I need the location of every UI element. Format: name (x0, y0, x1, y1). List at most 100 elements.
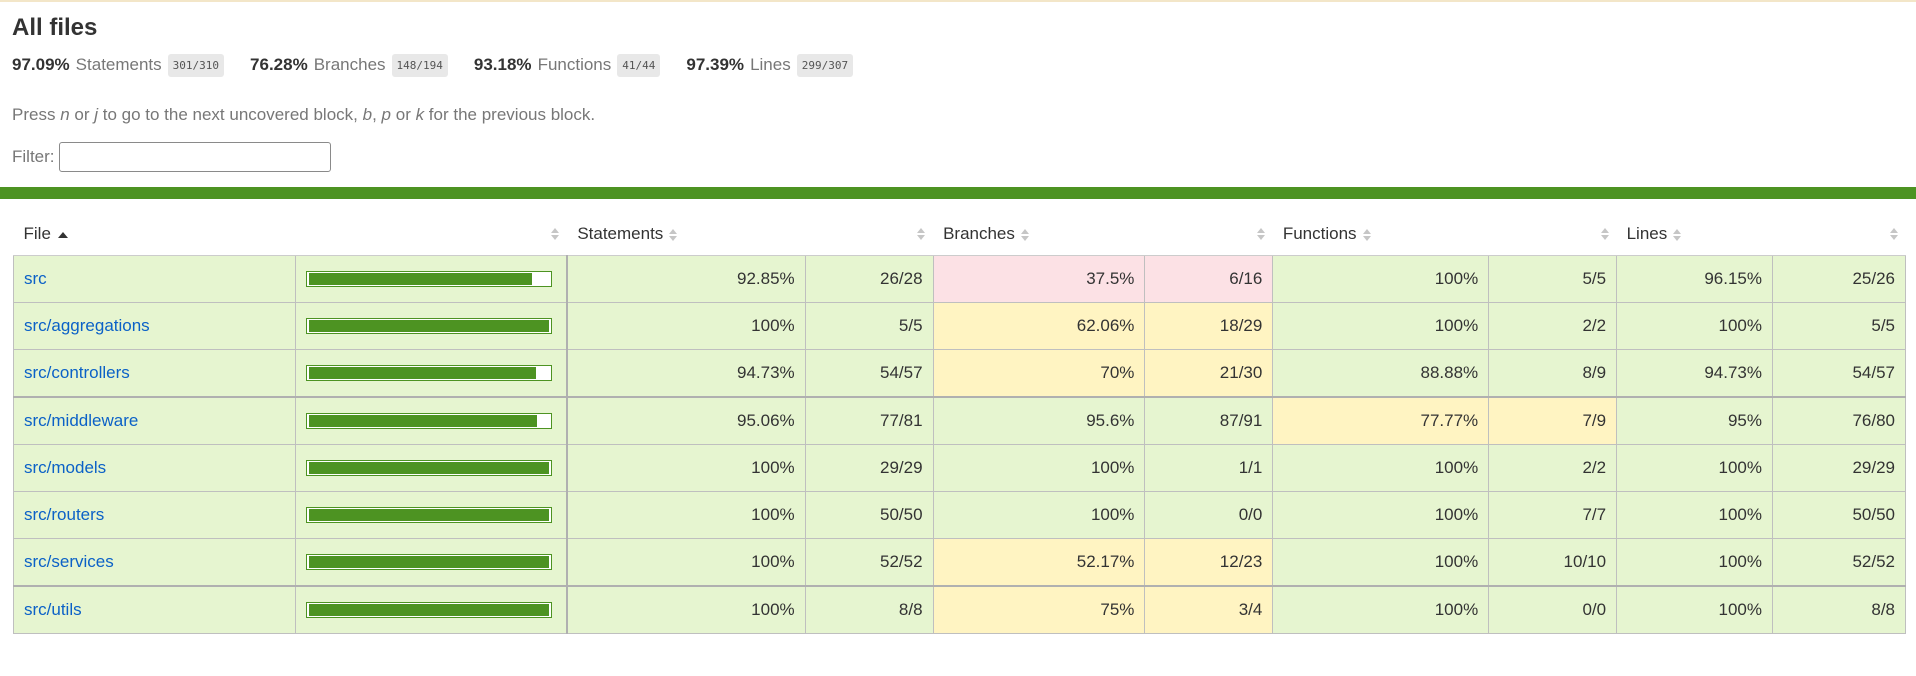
branches-pct: 100% (932, 444, 1146, 492)
table-row: src 92.85% 26/28 37.5% 6/16 100% 5/5 96.15% 25/2… (13, 255, 1907, 303)
file-cell: src/middleware (13, 396, 296, 445)
coverage-bar-cell (294, 396, 568, 445)
file-cell: src/controllers (13, 349, 296, 398)
coverage-bar-fill (308, 320, 549, 332)
coverage-bar-cell (294, 491, 568, 539)
lines-fraction: 29/29 (1771, 444, 1907, 492)
header-file[interactable]: File (13, 213, 296, 256)
header-lines-raw[interactable] (1772, 213, 1906, 256)
header-statements-raw[interactable] (805, 213, 934, 256)
coverage-status-line (0, 187, 1916, 199)
coverage-table: File Statements Branches Functions Lines… (13, 213, 1907, 634)
file-link[interactable]: src/services (24, 552, 114, 571)
file-cell: src (13, 255, 296, 303)
file-link[interactable]: src/controllers (24, 363, 130, 382)
summary-label: Statements (75, 55, 162, 74)
functions-fraction: 5/5 (1488, 255, 1618, 303)
functions-fraction: 2/2 (1488, 444, 1618, 492)
coverage-bar-cell (294, 349, 568, 398)
lines-fraction: 8/8 (1771, 585, 1907, 634)
file-cell: src/models (13, 444, 296, 492)
sort-icon (1256, 228, 1265, 240)
coverage-bar (305, 507, 552, 523)
file-link[interactable]: src/aggregations (24, 316, 150, 335)
statements-fraction: 77/81 (804, 396, 934, 445)
lines-pct: 100% (1616, 538, 1773, 587)
header-lines[interactable]: Lines (1616, 213, 1773, 256)
summary-fraction: 301/310 (167, 53, 225, 77)
statements-fraction: 52/52 (804, 538, 934, 587)
statements-fraction: 29/29 (804, 444, 934, 492)
sort-icon (1362, 228, 1371, 241)
branches-pct: 100% (932, 491, 1146, 539)
statements-pct: 100% (566, 585, 806, 634)
header-statements[interactable]: Statements (567, 213, 806, 256)
file-link[interactable]: src/models (24, 458, 107, 477)
coverage-bar (305, 365, 552, 381)
summary-functions: 93.18% Functions 41/44 (474, 53, 661, 77)
lines-fraction: 25/26 (1771, 255, 1907, 303)
header-functions-raw[interactable] (1488, 213, 1617, 256)
file-link[interactable]: src (24, 269, 47, 288)
header-branches[interactable]: Branches (933, 213, 1145, 256)
lines-pct: 100% (1616, 585, 1773, 634)
sort-icon (917, 228, 926, 240)
branches-fraction: 12/23 (1144, 538, 1274, 587)
page-title: All files (12, 14, 98, 41)
statements-fraction: 54/57 (804, 349, 934, 398)
statements-pct: 100% (566, 302, 806, 350)
file-cell: src/services (13, 538, 296, 587)
functions-pct: 100% (1272, 255, 1490, 303)
lines-fraction: 54/57 (1771, 349, 1907, 398)
summary-pct: 97.39% (686, 55, 745, 74)
file-link[interactable]: src/routers (24, 505, 105, 524)
header-functions[interactable]: Functions (1272, 213, 1489, 256)
coverage-bar (305, 318, 552, 334)
sort-icon (1020, 228, 1029, 241)
branches-fraction: 18/29 (1144, 302, 1274, 350)
branches-fraction: 21/30 (1144, 349, 1274, 398)
coverage-bar (305, 413, 552, 429)
header-branches-raw[interactable] (1144, 213, 1273, 256)
coverage-bar-cell (294, 255, 568, 303)
lines-fraction: 76/80 (1771, 396, 1907, 445)
statements-pct: 95.06% (566, 396, 806, 445)
file-link[interactable]: src/middleware (24, 411, 139, 430)
summary-fraction: 41/44 (617, 53, 661, 77)
coverage-bar-fill (308, 367, 537, 379)
coverage-bar-fill (308, 273, 532, 285)
file-cell: src/aggregations (13, 302, 296, 350)
coverage-bar-fill (308, 509, 549, 521)
branches-pct: 62.06% (932, 302, 1146, 350)
filter-input[interactable] (58, 142, 331, 172)
statements-pct: 92.85% (566, 255, 806, 303)
statements-pct: 100% (566, 491, 806, 539)
branches-fraction: 87/91 (1144, 396, 1274, 445)
lines-fraction: 50/50 (1771, 491, 1907, 539)
functions-fraction: 7/7 (1488, 491, 1618, 539)
file-link[interactable]: src/utils (24, 600, 82, 619)
summary-label: Lines (750, 55, 791, 74)
statements-pct: 94.73% (566, 349, 806, 398)
table-row: src/aggregations 100% 5/5 62.06% 18/29 100% 2/… (13, 302, 1907, 350)
functions-pct: 100% (1272, 302, 1490, 350)
lines-pct: 94.73% (1616, 349, 1773, 398)
lines-fraction: 5/5 (1771, 302, 1907, 350)
coverage-bar-cell (294, 444, 568, 492)
coverage-bar-cell (294, 538, 568, 587)
table-row: src/utils 100% 8/8 75% 3/4 100% 0/0 100% 8/8 (13, 585, 1907, 634)
functions-pct: 100% (1272, 538, 1490, 587)
file-cell: src/utils (13, 585, 296, 634)
header-file-bar[interactable] (295, 213, 568, 256)
summary-statements: 97.09% Statements 301/310 (12, 53, 225, 77)
summary-fraction: 148/194 (391, 53, 448, 77)
sort-icon (1889, 228, 1898, 240)
branches-pct: 70% (932, 349, 1146, 398)
summary-pct: 97.09% (12, 55, 70, 74)
table-row: src/models 100% 29/29 100% 1/1 100% 2/2 100% 29/… (13, 444, 1907, 492)
functions-fraction: 7/9 (1488, 396, 1618, 445)
statements-pct: 100% (566, 538, 806, 587)
branches-pct: 75% (932, 585, 1146, 634)
sort-ascending-icon (57, 231, 68, 238)
keyboard-hint: Press n or j to go to the next uncovered… (12, 105, 596, 124)
